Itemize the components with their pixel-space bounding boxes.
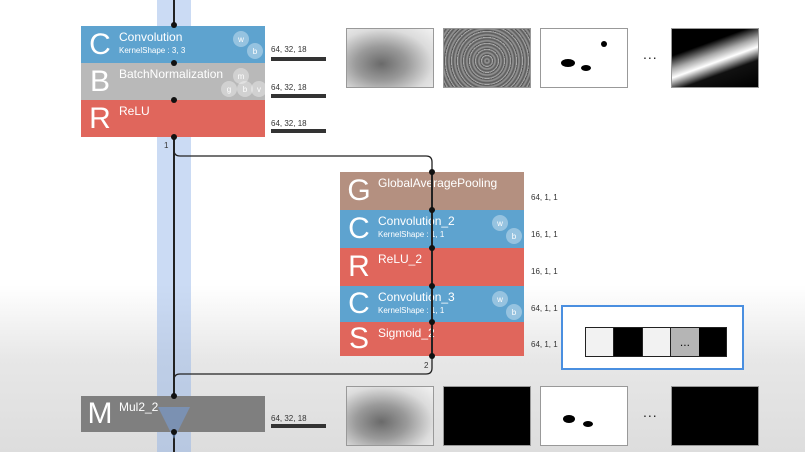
- bias-badge: b: [506, 228, 522, 244]
- feature-blob: [583, 421, 593, 427]
- junction-dot: [429, 283, 435, 289]
- feature-map-thumbnail[interactable]: [346, 386, 434, 446]
- feature-map-thumbnail[interactable]: [346, 28, 434, 88]
- junction-dot: [429, 245, 435, 251]
- se-flow-line: [431, 172, 433, 356]
- channel-cell: [641, 328, 672, 356]
- channel-cell: [586, 328, 615, 356]
- channel-cell: [614, 328, 642, 356]
- node-name: Mul2_2: [119, 400, 159, 414]
- junction-dot: [171, 22, 177, 28]
- channel-strip: ...: [585, 327, 727, 357]
- node-name: ReLU_2: [378, 252, 423, 266]
- node-letter: R: [348, 250, 370, 283]
- feature-map-thumbnail[interactable]: [540, 386, 628, 446]
- node-name: Convolution_2: [378, 214, 455, 228]
- feature-map-thumbnail[interactable]: [671, 28, 759, 88]
- shape-label-gap: 64, 1, 1: [531, 193, 558, 202]
- shape-label-conv2: 16, 1, 1: [531, 230, 558, 239]
- junction-dot: [171, 97, 177, 103]
- channel-cell: ...: [671, 328, 699, 356]
- node-batchnormalization[interactable]: B BatchNormalization m g b v: [81, 63, 267, 100]
- connector-from-sigmoid: [173, 356, 433, 396]
- variance-badge: v: [251, 81, 267, 97]
- shape-label-relu: 64, 32, 18: [271, 119, 307, 128]
- junction-dot: [171, 60, 177, 66]
- shape-label-mul2: 64, 32, 18: [271, 414, 307, 423]
- node-letter: C: [348, 212, 370, 245]
- feature-map-thumbnail[interactable]: [443, 28, 531, 88]
- node-name: ReLU: [119, 104, 150, 118]
- node-letter: R: [89, 101, 111, 135]
- feature-map-thumbnail[interactable]: [671, 386, 759, 446]
- weight-badge: w: [492, 215, 508, 231]
- shape-label-sigmoid2: 64, 1, 1: [531, 340, 558, 349]
- node-letter: M: [87, 397, 113, 430]
- connection-index: 2: [424, 361, 429, 370]
- ellipsis: ...: [643, 404, 658, 420]
- junction-dot: [429, 319, 435, 325]
- weight-badge: w: [492, 291, 508, 307]
- shape-label-conv3: 64, 1, 1: [531, 304, 558, 313]
- junction-dot: [429, 169, 435, 175]
- gamma-badge: g: [221, 81, 237, 97]
- node-relu[interactable]: R ReLU: [81, 100, 265, 137]
- feature-blob: [563, 415, 575, 423]
- node-name: Convolution_3: [378, 290, 455, 304]
- bias-badge: b: [247, 43, 263, 59]
- feature-map-thumbnail[interactable]: [443, 386, 531, 446]
- node-letter: C: [348, 287, 370, 320]
- junction-dot: [429, 353, 435, 359]
- junction-dot: [429, 207, 435, 213]
- feature-blob: [601, 41, 607, 47]
- feature-blob: [561, 59, 575, 67]
- node-name: Convolution: [119, 30, 183, 44]
- node-letter: C: [89, 27, 111, 61]
- node-convolution[interactable]: C Convolution KernelShape : 3, 3 w b: [81, 26, 265, 63]
- shape-bar: [271, 57, 326, 61]
- junction-dot: [171, 429, 177, 435]
- node-letter: B: [89, 64, 110, 98]
- node-name: BatchNormalization: [119, 67, 224, 81]
- node-name: Sigmoid_2: [378, 326, 435, 340]
- junction-dot: [171, 393, 177, 399]
- shape-label-convolution: 64, 32, 18: [271, 45, 307, 54]
- ellipsis: ...: [643, 46, 658, 62]
- node-letter: G: [347, 174, 371, 207]
- shape-label-relu2: 16, 1, 1: [531, 267, 558, 276]
- node-param: KernelShape : 3, 3: [119, 46, 186, 55]
- node-name: GlobalAveragePooling: [378, 176, 498, 190]
- beta-badge: b: [237, 81, 253, 97]
- connector-to-gap: [173, 138, 433, 172]
- shape-label-batchnorm: 64, 32, 18: [271, 83, 307, 92]
- node-param: KernelShape : 1, 1: [378, 306, 445, 315]
- channel-ellipsis: ...: [679, 335, 690, 349]
- channel-cell: [698, 328, 727, 356]
- main-flow-line: [173, 0, 175, 452]
- bias-badge: b: [506, 304, 522, 320]
- shape-bar: [271, 424, 326, 428]
- feature-map-thumbnail[interactable]: [540, 28, 628, 88]
- node-param: KernelShape : 1, 1: [378, 230, 445, 239]
- shape-bar: [271, 129, 326, 133]
- junction-dot: [171, 134, 177, 140]
- arrow-down-icon: [158, 407, 190, 439]
- feature-blob: [581, 65, 591, 71]
- shape-bar: [271, 94, 326, 98]
- weight-badge: w: [233, 31, 249, 47]
- connection-index: 1: [164, 141, 169, 150]
- channel-strip-panel[interactable]: ...: [561, 305, 744, 370]
- node-letter: S: [348, 322, 369, 355]
- mean-badge: m: [233, 68, 249, 84]
